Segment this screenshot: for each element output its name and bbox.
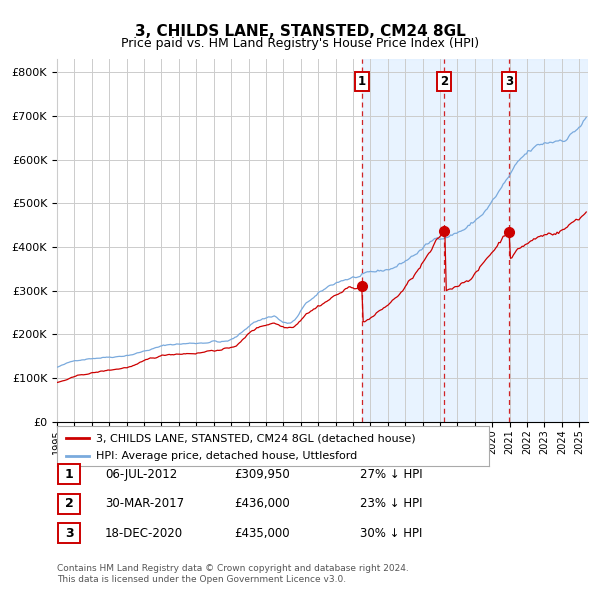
Text: HPI: Average price, detached house, Uttlesford: HPI: Average price, detached house, Uttl… — [96, 451, 357, 461]
Text: 27% ↓ HPI: 27% ↓ HPI — [360, 468, 422, 481]
Text: 1: 1 — [358, 76, 366, 88]
Text: 1: 1 — [65, 468, 73, 481]
Text: Price paid vs. HM Land Registry's House Price Index (HPI): Price paid vs. HM Land Registry's House … — [121, 37, 479, 50]
Text: £435,000: £435,000 — [234, 527, 290, 540]
Text: 06-JUL-2012: 06-JUL-2012 — [105, 468, 177, 481]
Text: 2: 2 — [65, 497, 73, 510]
Text: £436,000: £436,000 — [234, 497, 290, 510]
Text: Contains HM Land Registry data © Crown copyright and database right 2024.: Contains HM Land Registry data © Crown c… — [57, 565, 409, 573]
Text: 3, CHILDS LANE, STANSTED, CM24 8GL (detached house): 3, CHILDS LANE, STANSTED, CM24 8GL (deta… — [96, 433, 416, 443]
Text: £309,950: £309,950 — [234, 468, 290, 481]
Text: 30% ↓ HPI: 30% ↓ HPI — [360, 527, 422, 540]
Bar — [362, 59, 588, 422]
Text: 3: 3 — [65, 527, 73, 540]
Text: 30-MAR-2017: 30-MAR-2017 — [105, 497, 184, 510]
Text: 2: 2 — [440, 76, 448, 88]
Text: 3, CHILDS LANE, STANSTED, CM24 8GL: 3, CHILDS LANE, STANSTED, CM24 8GL — [134, 24, 466, 38]
Text: This data is licensed under the Open Government Licence v3.0.: This data is licensed under the Open Gov… — [57, 575, 346, 584]
Text: 18-DEC-2020: 18-DEC-2020 — [105, 527, 183, 540]
FancyBboxPatch shape — [58, 464, 80, 484]
FancyBboxPatch shape — [58, 494, 80, 514]
Text: 3: 3 — [505, 76, 513, 88]
Text: 23% ↓ HPI: 23% ↓ HPI — [360, 497, 422, 510]
FancyBboxPatch shape — [58, 523, 80, 543]
